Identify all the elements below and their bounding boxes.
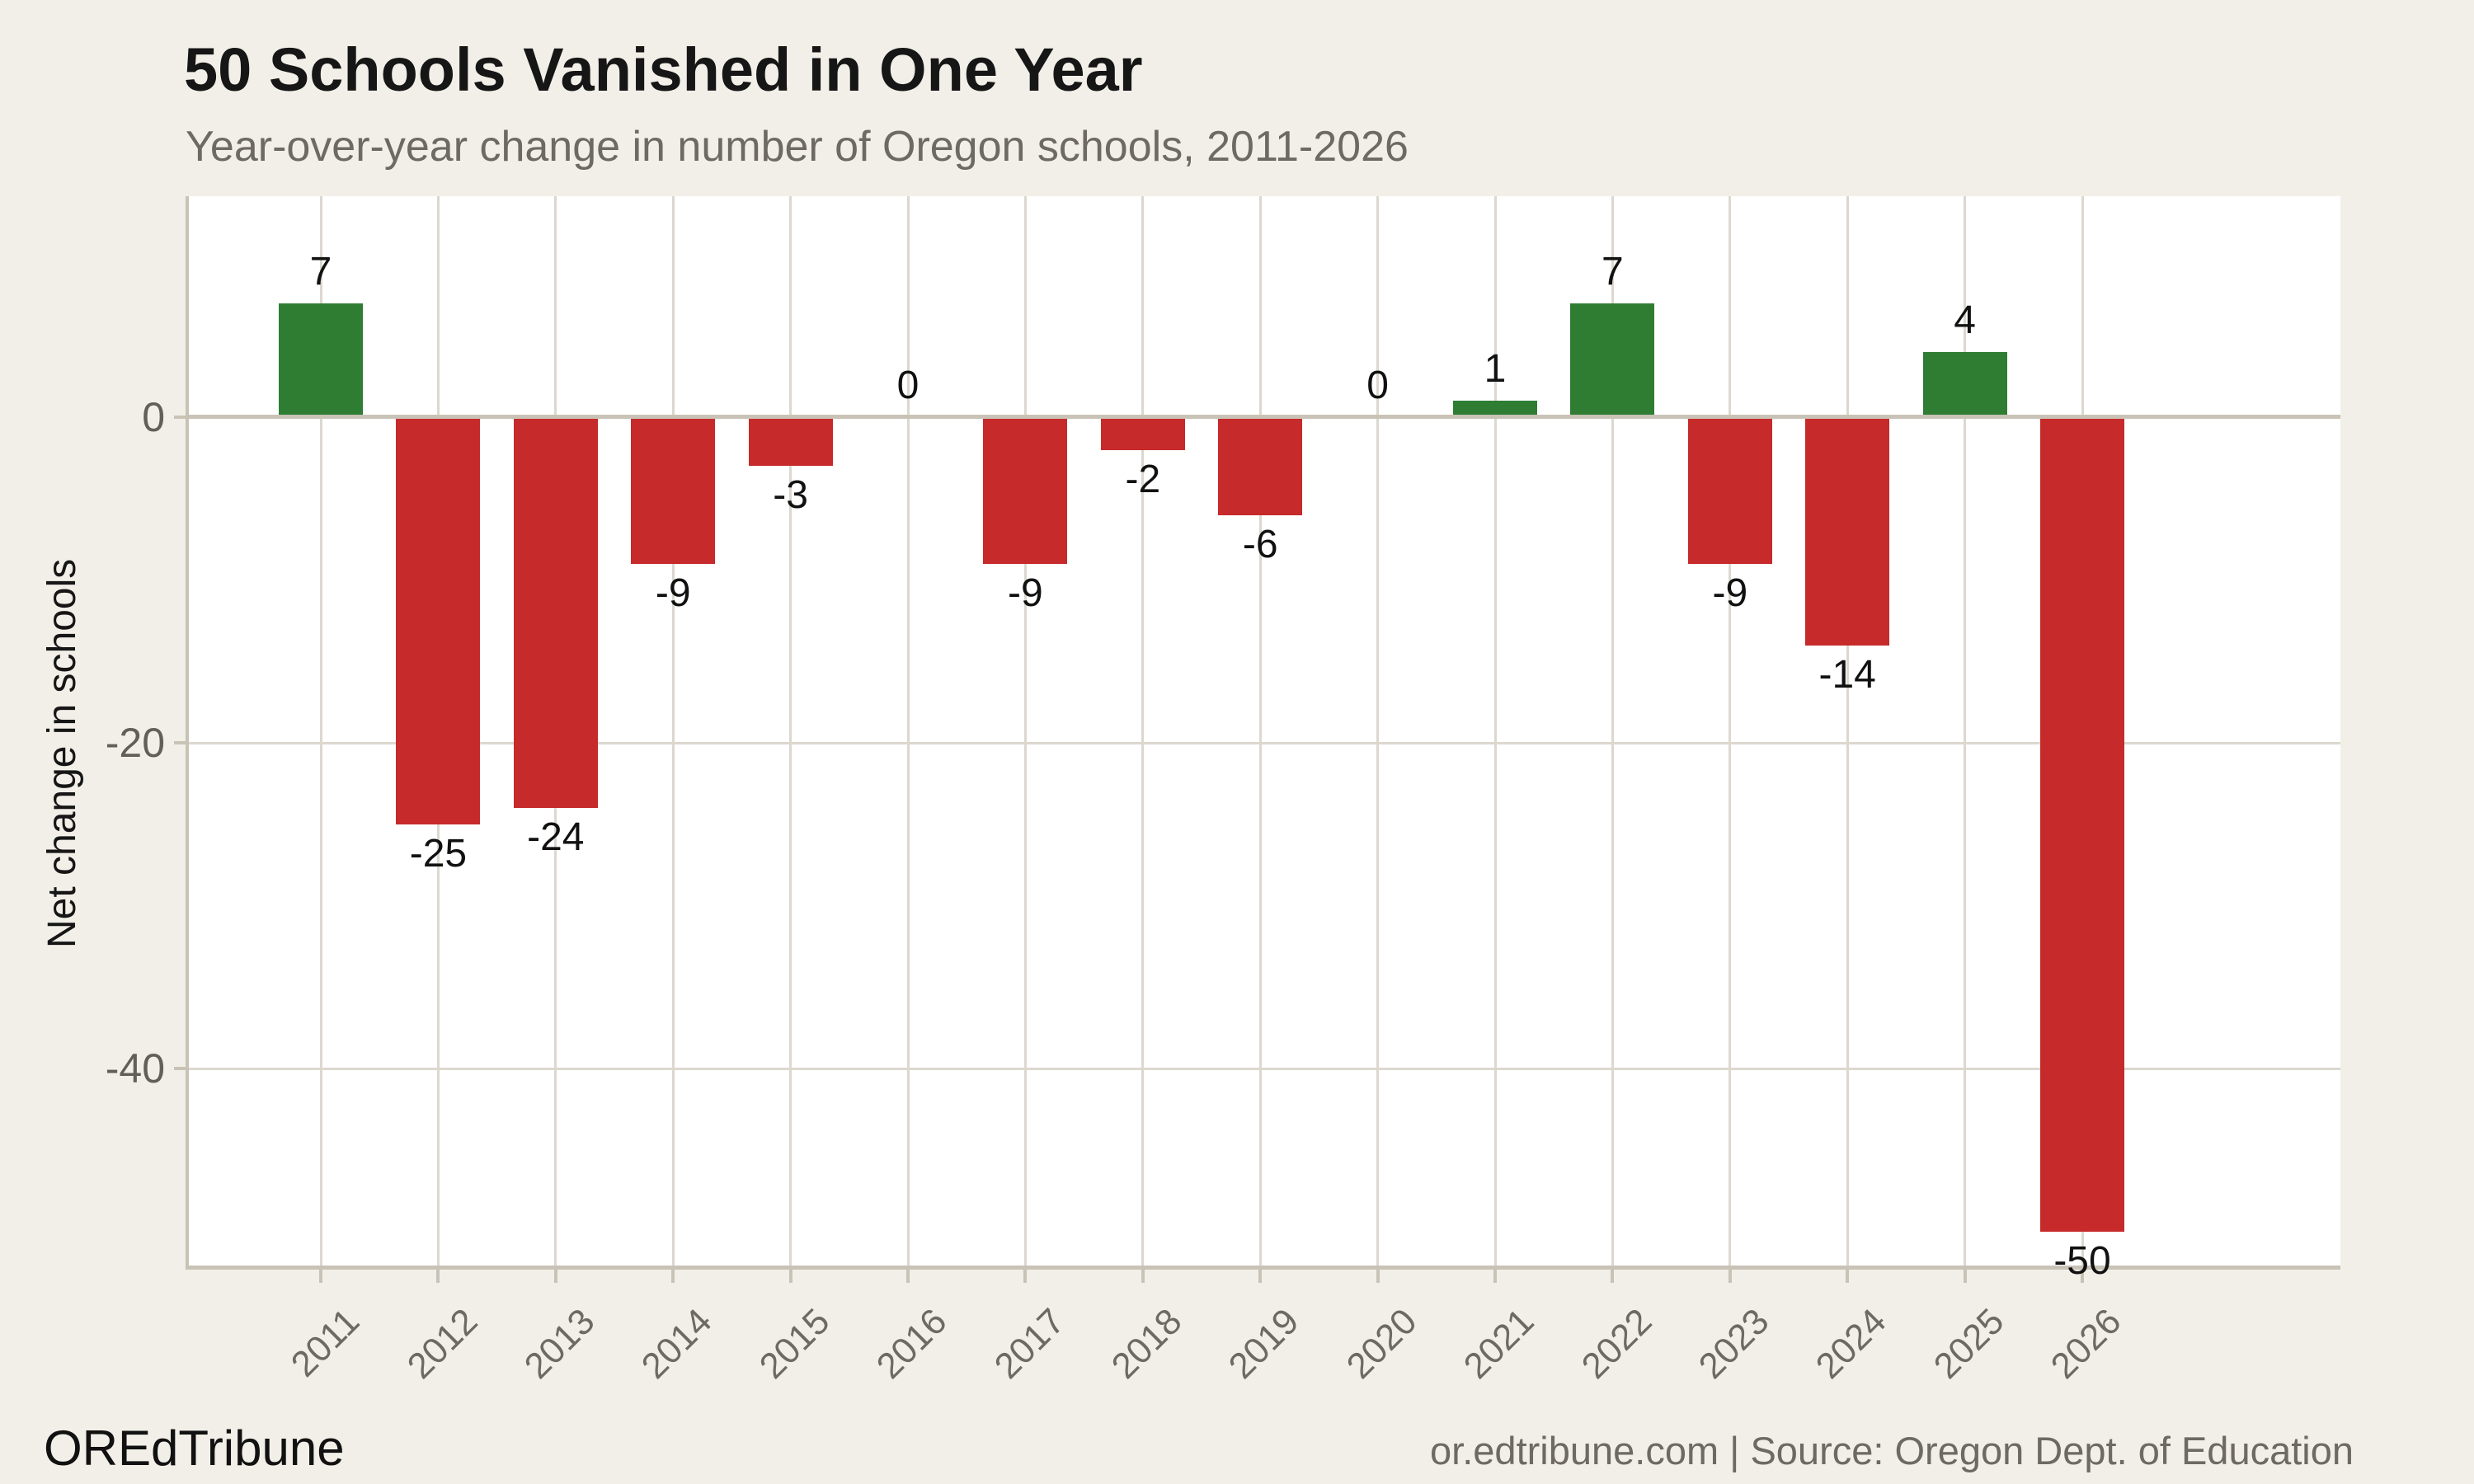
y-tick--40 <box>174 1067 186 1070</box>
bar-2023 <box>1687 417 1772 564</box>
bar-2013 <box>513 417 598 808</box>
bar-2014 <box>631 417 716 564</box>
x-tick-2019 <box>1258 1270 1263 1283</box>
x-tick-label-2017: 2017 <box>986 1301 1073 1387</box>
x-tick-2024 <box>1846 1270 1850 1283</box>
y-tick-label--40: -40 <box>105 1045 165 1092</box>
x-tick-label-2025: 2025 <box>1926 1301 2012 1387</box>
bar-2026 <box>2040 417 2124 1232</box>
x-tick-label-2024: 2024 <box>1808 1301 1894 1387</box>
value-label-2015: -3 <box>773 473 808 518</box>
value-label-2018: -2 <box>1125 457 1161 501</box>
footer-source: or.edtribune.com | Source: Oregon Dept. … <box>1430 1429 2354 1472</box>
x-tick-label-2015: 2015 <box>751 1301 838 1387</box>
x-tick-2016 <box>906 1270 910 1283</box>
x-tick-2025 <box>1963 1270 1967 1283</box>
x-tick-label-2011: 2011 <box>284 1301 368 1385</box>
x-tick-label-2026: 2026 <box>2043 1301 2129 1387</box>
x-tick-2020 <box>1376 1270 1380 1283</box>
v-gridline-2021 <box>1493 196 1497 1270</box>
x-tick-2018 <box>1141 1270 1145 1283</box>
y-tick--20 <box>174 741 186 744</box>
x-tick-2026 <box>2081 1270 2084 1283</box>
h-gridline--40 <box>186 1067 2340 1070</box>
x-tick-2022 <box>1611 1270 1615 1283</box>
value-label-2020: 0 <box>1366 364 1389 407</box>
x-tick-label-2013: 2013 <box>516 1301 603 1387</box>
value-label-2014: -9 <box>655 571 691 615</box>
x-tick-2012 <box>436 1270 440 1283</box>
bar-2011 <box>279 303 363 417</box>
y-tick-label--20: -20 <box>105 720 165 766</box>
value-label-2021: 1 <box>1484 347 1507 392</box>
v-gridline-2024 <box>1846 196 1849 1270</box>
y-axis-spine <box>186 196 189 1270</box>
x-tick-2017 <box>1023 1270 1028 1283</box>
v-gridline-2018 <box>1141 196 1145 1270</box>
x-tick-2021 <box>1493 1270 1497 1283</box>
value-label-2023: -9 <box>1712 571 1748 615</box>
bar-2012 <box>396 417 481 824</box>
x-tick-label-2016: 2016 <box>868 1301 955 1387</box>
value-label-2012: -25 <box>409 831 468 876</box>
x-tick-2011 <box>319 1270 322 1283</box>
value-label-2016: 0 <box>896 364 920 407</box>
chart-subtitle: Year-over-year change in number of Orego… <box>186 123 1409 171</box>
x-tick-label-2020: 2020 <box>1338 1301 1425 1387</box>
footer-brand: OREdTribune <box>44 1421 345 1476</box>
x-tick-label-2018: 2018 <box>1103 1301 1190 1387</box>
v-gridline-2019 <box>1258 196 1262 1270</box>
bar-2024 <box>1805 417 1890 646</box>
value-label-2025: 4 <box>1954 298 1976 342</box>
bar-2021 <box>1453 401 1537 417</box>
chart-title: 50 Schools Vanished in One Year <box>184 35 1143 104</box>
x-tick-label-2022: 2022 <box>1573 1301 1660 1387</box>
x-tick-2013 <box>553 1270 557 1283</box>
value-label-2022: 7 <box>1602 249 1624 294</box>
bar-2025 <box>1922 352 2007 417</box>
value-label-2019: -6 <box>1242 522 1278 566</box>
x-axis-line <box>186 1266 2340 1270</box>
y-tick-0 <box>174 416 186 419</box>
v-gridline-2023 <box>1729 196 1732 1270</box>
v-gridline-2011 <box>319 196 322 1270</box>
bar-2015 <box>748 417 833 467</box>
v-gridline-2025 <box>1964 196 1967 1270</box>
bar-2019 <box>1218 417 1303 515</box>
v-gridline-2020 <box>1376 196 1380 1270</box>
x-tick-label-2019: 2019 <box>1221 1301 1307 1387</box>
v-gridline-2014 <box>671 196 675 1270</box>
v-gridline-2015 <box>789 196 793 1270</box>
bar-2022 <box>1570 303 1655 417</box>
x-tick-label-2021: 2021 <box>1456 1301 1542 1387</box>
zero-baseline <box>186 415 2340 419</box>
v-gridline-2017 <box>1023 196 1027 1270</box>
value-label-2017: -9 <box>1008 571 1043 615</box>
value-label-2011: 7 <box>309 249 332 294</box>
value-label-2024: -14 <box>1818 652 1876 697</box>
y-tick-label-0: 0 <box>142 394 165 440</box>
value-label-2026: -50 <box>2053 1238 2111 1283</box>
h-gridline--20 <box>186 741 2340 744</box>
x-tick-label-2014: 2014 <box>633 1301 720 1387</box>
plot-area: 7 2011 -25 2012 -24 2013 -9 2014 -3 2015 0 2016 -9 20… <box>186 196 2340 1387</box>
x-tick-2023 <box>1728 1270 1732 1283</box>
bar-2018 <box>1100 417 1185 450</box>
bar-2017 <box>983 417 1068 564</box>
x-tick-2014 <box>671 1270 675 1283</box>
v-gridline-2022 <box>1611 196 1614 1270</box>
x-tick-label-2012: 2012 <box>399 1301 486 1387</box>
x-tick-label-2023: 2023 <box>1691 1301 1777 1387</box>
x-tick-2015 <box>788 1270 793 1283</box>
v-gridline-2016 <box>906 196 910 1270</box>
value-label-2013: -24 <box>527 815 585 859</box>
